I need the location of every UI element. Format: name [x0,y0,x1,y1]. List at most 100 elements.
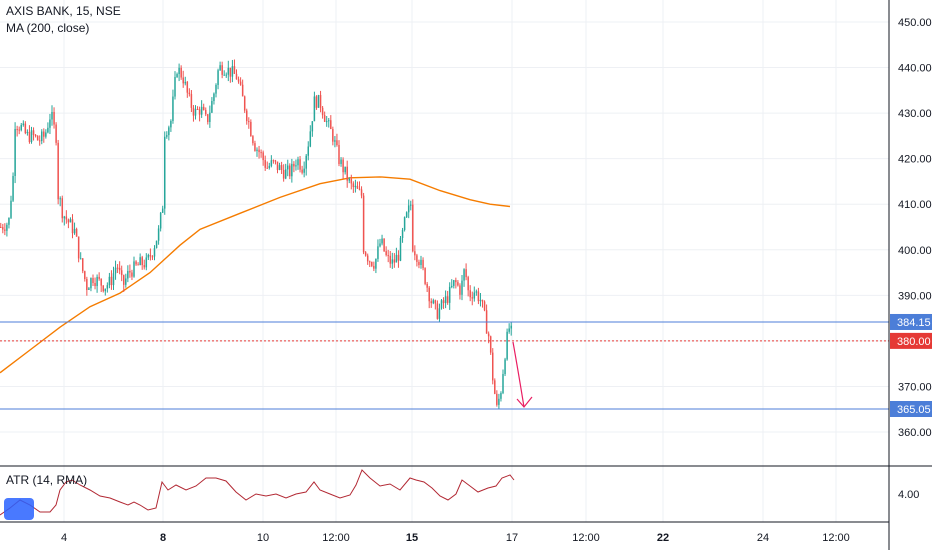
candle-body [123,275,125,285]
ma-indicator-label[interactable]: MA (200, close) [6,21,90,35]
candle [176,72,178,78]
candle [348,177,350,184]
candle [63,215,66,226]
candle [330,115,332,130]
candle-body [438,308,441,319]
candle-body [205,109,207,115]
candle-body [297,159,299,166]
candle [393,253,396,268]
candle-body [246,110,248,122]
candle-body [133,261,135,277]
candle-body [364,252,367,256]
x-tick-label: 15 [406,532,418,544]
candle-body [399,237,402,261]
x-tick-label: 24 [757,532,769,544]
candle [4,223,6,236]
candle-body [455,280,457,283]
candle-body [377,246,379,259]
candle-body [86,278,88,291]
candle-body [96,276,98,287]
candle [412,199,414,253]
candle-body [157,228,160,241]
candle [430,298,432,308]
x-tick-label: 12:00 [572,532,600,544]
candle-body [112,273,115,286]
candle [260,149,262,158]
candle [36,135,39,141]
candle [213,92,215,105]
candle-body [207,114,209,122]
candle-body [88,288,90,291]
candle [86,276,88,296]
candle-body [8,217,10,225]
candle-body [14,129,16,177]
candle [184,76,186,86]
candle-body [291,163,293,177]
candle [403,216,406,232]
candle [250,119,252,137]
y-tick-label: 360.00 [898,427,932,439]
candle-body [430,301,432,304]
candle [502,369,504,395]
candle [270,155,273,168]
candle [172,89,174,124]
candle [161,205,164,213]
candle-body [446,296,449,303]
candle-body [274,160,277,162]
candle [276,161,279,174]
candle-body [422,259,424,269]
candle-body [385,251,387,256]
candle-body [147,254,150,258]
symbol-title[interactable]: AXIS BANK, 15, NSE [6,4,121,18]
candle [358,181,361,191]
candle-body [227,67,230,75]
candle-body [28,131,31,143]
candle [461,274,463,301]
candle-body [282,169,285,179]
candle [120,265,123,282]
candle-body [379,243,381,247]
candle [401,227,404,243]
candle-body [92,278,94,284]
candle-body [200,106,203,115]
candle-body [270,160,273,166]
candle-body [313,96,316,122]
candle-body [262,152,264,161]
candle [151,255,154,261]
y-tick-label: 430.00 [898,108,932,120]
candle [104,288,107,296]
candle-body [448,286,451,303]
candle [178,63,180,82]
candle-body [504,359,506,375]
candle [377,239,379,262]
candle [2,223,4,234]
candle [225,72,227,78]
candle-body [24,123,27,134]
candle-body [129,270,131,273]
candle [241,79,244,97]
candle [364,251,367,257]
atr-indicator-label[interactable]: ATR (14, RMA) [6,473,88,487]
candle [34,134,37,138]
price-tag-384.15: 384.15 [890,313,932,330]
candle [356,181,359,189]
candle-body [252,136,254,144]
y-tick-label: 420.00 [898,154,932,166]
candle-body [276,161,279,170]
down-arrow-shaft [512,341,525,408]
candle-body [471,297,473,299]
candle-body [16,129,18,131]
candle [375,258,377,274]
candle [153,245,156,261]
candle-body [190,94,193,108]
candle [438,303,441,322]
candle-body [410,204,412,206]
candle-body [467,277,469,291]
y-tick-label: 450.00 [898,17,932,29]
candle-body [397,254,400,261]
candle-body [500,393,502,399]
candle [440,298,443,310]
candle-body [401,229,404,238]
